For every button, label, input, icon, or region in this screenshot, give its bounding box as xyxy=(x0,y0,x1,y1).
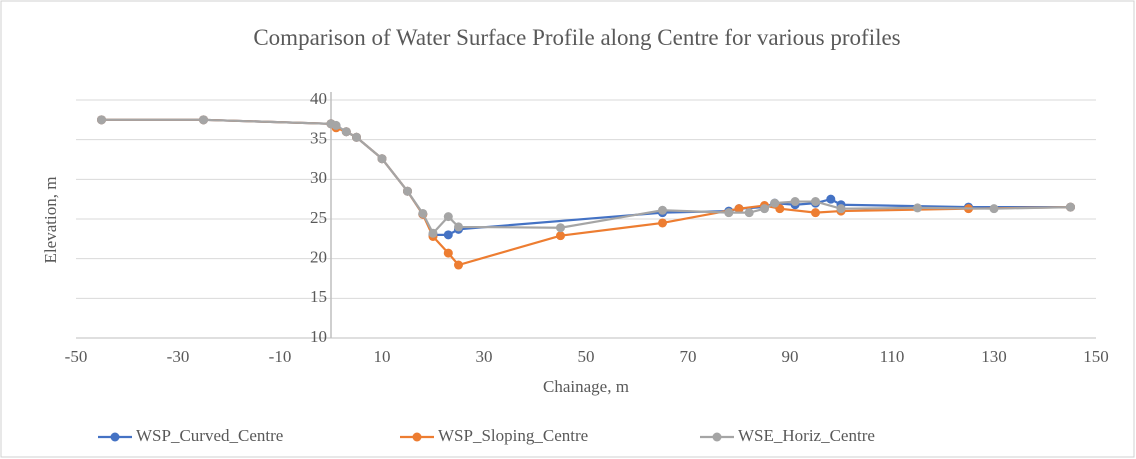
y-tick-label: 20 xyxy=(310,248,327,267)
legend-label: WSP_Sloping_Centre xyxy=(438,426,588,445)
y-tick-label: 35 xyxy=(310,129,327,148)
data-point xyxy=(658,218,667,228)
x-tick-label: -50 xyxy=(65,347,88,366)
x-tick-label: 150 xyxy=(1083,347,1109,366)
data-point xyxy=(556,231,565,241)
data-point xyxy=(418,208,428,218)
chart-title: Comparison of Water Surface Profile alon… xyxy=(253,25,901,50)
y-tick-label: 40 xyxy=(310,89,327,108)
legend-marker xyxy=(110,432,120,442)
x-tick-label: 30 xyxy=(476,347,493,366)
x-tick-label: 110 xyxy=(880,347,905,366)
data-point xyxy=(443,248,453,258)
data-point xyxy=(790,197,800,207)
data-point xyxy=(836,204,846,214)
x-tick-label: 70 xyxy=(680,347,697,366)
x-tick-label: -30 xyxy=(167,347,190,366)
legend-label: WSE_Horiz_Centre xyxy=(738,426,875,445)
data-point xyxy=(826,194,836,204)
y-tick-label: 30 xyxy=(310,168,327,187)
data-point xyxy=(443,230,453,240)
data-point xyxy=(658,205,667,215)
data-point xyxy=(428,228,438,238)
data-point xyxy=(454,222,463,232)
data-point xyxy=(377,154,387,164)
data-point xyxy=(97,115,106,125)
data-point xyxy=(1066,202,1075,212)
data-point xyxy=(989,204,999,214)
data-point xyxy=(811,197,820,207)
data-point xyxy=(556,223,565,233)
y-axis-label: Elevation, m xyxy=(41,177,60,264)
data-point xyxy=(331,120,341,130)
y-tick-label: 15 xyxy=(310,287,327,306)
legend-label: WSP_Curved_Centre xyxy=(136,426,283,445)
data-point xyxy=(744,208,754,218)
x-tick-label: 90 xyxy=(782,347,799,366)
data-point xyxy=(760,204,769,214)
data-point xyxy=(443,212,453,222)
x-tick-label: 10 xyxy=(374,347,391,366)
data-point xyxy=(199,115,208,125)
legend-marker xyxy=(412,432,422,442)
data-point xyxy=(724,208,734,218)
data-point xyxy=(341,127,351,137)
x-axis-label: Chainage, m xyxy=(543,377,629,396)
legend-marker xyxy=(712,432,722,442)
data-point xyxy=(454,260,463,270)
data-point xyxy=(811,208,820,218)
data-point xyxy=(913,203,922,213)
y-tick-label: 10 xyxy=(310,327,327,346)
y-tick-label: 25 xyxy=(310,208,327,227)
data-point xyxy=(352,132,361,142)
x-tick-label: 130 xyxy=(981,347,1007,366)
data-point xyxy=(403,186,412,196)
data-point xyxy=(734,204,744,214)
x-tick-label: -10 xyxy=(269,347,292,366)
data-point xyxy=(770,198,780,208)
x-tick-label: 50 xyxy=(578,347,595,366)
